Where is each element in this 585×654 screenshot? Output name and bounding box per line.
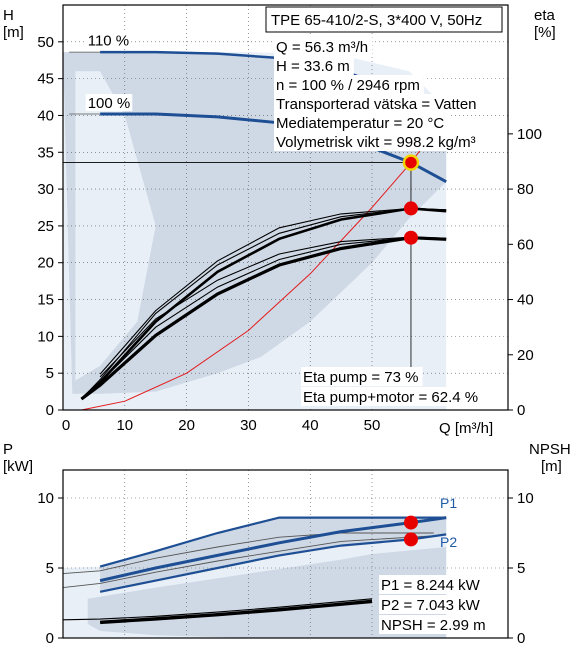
efficiency-annotations: Eta pump = 73 % Eta pump+motor = 62.4 % xyxy=(301,367,483,406)
top-y2-tick-label: 40 xyxy=(517,292,534,309)
info-line: Mediatemperatur = 20 °C xyxy=(276,115,444,132)
eta-total-curve xyxy=(80,236,447,401)
top-curve-labels: 110 % 100 % xyxy=(85,31,133,112)
efficiency-annotation: Eta pump+motor = 62.4 % xyxy=(303,389,478,406)
info-line-bg xyxy=(274,37,373,56)
power-info-box: P1 = 8.244 kW P2 = 7.043 kW NPSH = 2.99 m xyxy=(379,575,490,634)
power-info-line-bg xyxy=(379,575,484,594)
top-x-tick-label: 20 xyxy=(178,417,195,434)
bottom-plot-frame xyxy=(62,469,509,639)
top-y-tick-label: 15 xyxy=(37,292,54,309)
top-chart: 0 10 20 30 40 50 0 5 10 15 20 25 30 35 40 45 50 0 20 40 60 80… xyxy=(3,4,556,437)
bottom-y2-label-symbol: NPSH xyxy=(529,441,571,458)
top-y-tick-label: 20 xyxy=(37,255,54,272)
info-line-bg xyxy=(274,94,481,113)
eta-total-curve xyxy=(81,236,447,400)
top-y2-tick-label: 80 xyxy=(517,181,534,198)
info-line: Q = 56.3 m³/h xyxy=(276,39,368,56)
p2-reference-line xyxy=(62,535,434,589)
top-grid: 0 10 20 30 40 50 0 5 10 15 20 25 30 35 40 45 50 0 20 40 60 80… xyxy=(37,5,542,434)
top-y-label-symbol: H xyxy=(3,7,14,24)
top-y-tick-label: 35 xyxy=(37,144,54,161)
duty-point-eta-total xyxy=(403,230,418,245)
system-curve xyxy=(81,115,447,411)
top-y-tick-label: 5 xyxy=(46,365,54,382)
info-line: n = 100 % / 2946 rpm xyxy=(276,77,420,94)
npsh-curve xyxy=(100,599,373,622)
bottom-y2-label-unit: [m] xyxy=(541,458,562,475)
power-series-label: P2 xyxy=(440,534,457,550)
duty-info-box: Q = 56.3 m³/h H = 33.6 m n = 100 % / 2946 … xyxy=(274,37,481,151)
p1-max-curve xyxy=(99,516,447,568)
speed-label-bg xyxy=(85,94,133,112)
efficiency-annotation: Eta pump = 73 % xyxy=(303,369,419,386)
power-info-line: P1 = 8.244 kW xyxy=(381,577,481,594)
npsh-curve xyxy=(100,600,373,625)
speed-label-bg xyxy=(85,31,132,49)
power-info-line: P2 = 7.043 kW xyxy=(381,597,481,614)
top-y2-tick-label: 60 xyxy=(517,236,534,253)
info-line-bg xyxy=(274,132,480,151)
duty-point-head xyxy=(402,154,420,171)
bottom-y2-tick-label: 10 xyxy=(517,490,534,507)
bottom-curve-labels: P1 P2 xyxy=(440,495,457,550)
top-x-tick-label: 30 xyxy=(240,417,257,434)
bottom-y2-tick-label: 5 xyxy=(517,560,525,577)
top-y-tick-label: 50 xyxy=(37,34,54,51)
top-y2-tick-label: 0 xyxy=(517,402,525,419)
bottom-y-tick-label: 10 xyxy=(37,490,54,507)
power-series-label: P1 xyxy=(440,495,457,511)
bottom-y-tick-label: 5 xyxy=(46,560,54,577)
top-y2-label-unit: [%] xyxy=(534,24,556,41)
power-info-line-bg xyxy=(379,595,484,614)
bottom-y-label-unit: [kW] xyxy=(3,458,33,475)
bottom-y-tick-label: 0 xyxy=(46,630,54,647)
bottom-operating-points xyxy=(403,515,418,547)
top-y-tick-label: 45 xyxy=(37,71,54,88)
bottom-y2-tick-label: 0 xyxy=(517,630,525,647)
info-line: Transporterad vätska = Vatten xyxy=(276,96,477,113)
efficiency-annotation-bg xyxy=(301,387,483,406)
top-x-tick-label: 40 xyxy=(302,417,319,434)
speed-label: 100 % xyxy=(88,95,131,112)
top-y-tick-label: 40 xyxy=(37,107,54,124)
npsh-curve xyxy=(62,598,373,621)
info-line-bg xyxy=(274,56,354,75)
top-x-tick-label: 10 xyxy=(116,417,133,434)
top-y2-tick-label: 20 xyxy=(517,347,534,364)
top-y-tick-label: 10 xyxy=(37,328,54,345)
efficiency-annotation-bg xyxy=(301,367,423,386)
top-y-label-unit: [m] xyxy=(3,24,24,41)
bottom-grid: 0 5 10 0 5 10 xyxy=(37,470,534,647)
top-x-tick-label: 50 xyxy=(364,417,381,434)
top-y-tick-label: 0 xyxy=(46,402,54,419)
top-x-tick-label: 0 xyxy=(62,417,70,434)
info-line-bg xyxy=(274,75,424,94)
top-y-tick-label: 25 xyxy=(37,218,54,235)
top-operating-points xyxy=(402,154,420,245)
speed-label: 110 % xyxy=(88,33,129,50)
info-line-bg xyxy=(274,113,449,132)
info-line: H = 33.6 m xyxy=(276,58,350,75)
top-y-tick-label: 30 xyxy=(37,181,54,198)
chart-title-box xyxy=(265,6,503,33)
top-plot-frame xyxy=(62,4,509,411)
duty-point-p1 xyxy=(403,515,418,530)
duty-point-eta-pump xyxy=(403,201,418,216)
duty-point-p2 xyxy=(403,532,418,547)
bottom-chart: 0 5 10 0 5 10 P [kW] NPSH [m] P1 = 8.244 kW P2… xyxy=(3,441,571,647)
power-info-line: NPSH = 2.99 m xyxy=(381,617,486,634)
chart-title: TPE 65-410/2-S, 3*400 V, 50Hz xyxy=(271,12,482,29)
top-x-label: Q [m³/h] xyxy=(439,420,493,437)
top-y2-label-symbol: eta xyxy=(534,7,556,24)
bottom-y-label-symbol: P xyxy=(3,441,13,458)
power-info-line-bg xyxy=(379,615,490,634)
info-line: Volymetrisk vikt = 998.2 kg/m³ xyxy=(276,134,476,151)
top-y2-tick-label: 100 xyxy=(517,126,542,143)
